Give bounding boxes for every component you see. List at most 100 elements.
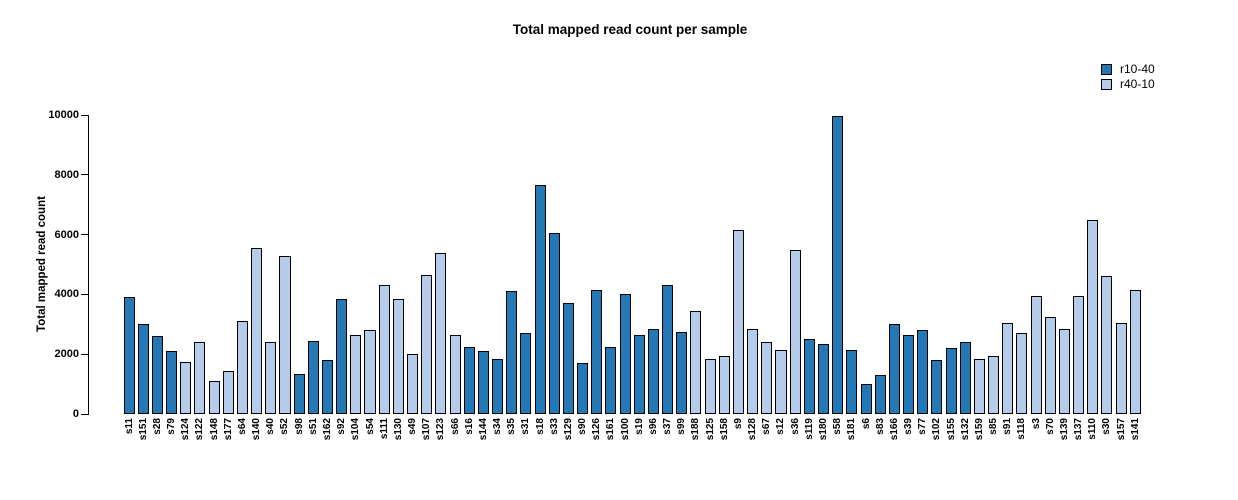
bar-s77 [917, 330, 929, 414]
x-tick-label: s36 [789, 418, 801, 435]
y-axis-line [88, 115, 89, 415]
x-label-slot: s31 [519, 418, 533, 440]
x-label-slot: s28 [150, 418, 164, 440]
x-label-slot: s158 [717, 418, 731, 440]
x-tick-label: s118 [1016, 418, 1028, 440]
x-tick-label: s35 [506, 418, 518, 435]
x-tick-label: s159 [973, 418, 985, 441]
x-label-slot: s122 [193, 418, 207, 440]
x-label-slot: s6 [859, 418, 873, 440]
y-tick-mark [81, 114, 88, 116]
x-tick-label: s137 [1073, 418, 1085, 441]
bar-s122 [194, 342, 206, 414]
bar-s119 [803, 339, 815, 414]
bar-slot [235, 115, 249, 414]
y-tick-mark [81, 174, 88, 176]
bar-slot [278, 115, 292, 414]
x-label-slot: s148 [207, 418, 221, 440]
bar-slot [590, 115, 604, 414]
x-tick-label: s52 [279, 418, 291, 435]
bar-slot [944, 115, 958, 414]
x-label-slot: s132 [958, 418, 972, 440]
bar-slot [746, 115, 760, 414]
x-tick-label: s67 [761, 418, 773, 435]
bar-s66 [449, 335, 461, 414]
bar-s9 [732, 230, 744, 414]
bar-s51 [307, 341, 319, 414]
bar-slot [986, 115, 1000, 414]
bar-slot [122, 115, 136, 414]
x-label-slot: s33 [547, 418, 561, 440]
x-label-slot: s64 [235, 418, 249, 440]
bar-s177 [222, 371, 234, 414]
bar-s3 [1030, 296, 1042, 414]
bar-s6 [860, 384, 872, 414]
bar-slot [547, 115, 561, 414]
x-tick-label: s100 [619, 418, 631, 441]
x-label-slot: s125 [703, 418, 717, 440]
bar-slot [448, 115, 462, 414]
bar-slot [462, 115, 476, 414]
x-label-slot: s111 [377, 418, 391, 440]
x-tick-label: s166 [888, 418, 900, 441]
bar-slot [306, 115, 320, 414]
bar-slot [731, 115, 745, 414]
bar-slot [618, 115, 632, 414]
x-tick-label: s98 [293, 418, 305, 435]
bar-slot [1128, 115, 1142, 414]
x-tick-label: s58 [832, 418, 844, 435]
bar-slot [604, 115, 618, 414]
x-label-slot: s70 [1043, 418, 1057, 440]
bar-s83 [874, 375, 886, 414]
bar-slot [519, 115, 533, 414]
x-tick-label: s66 [449, 418, 461, 435]
x-tick-label: s77 [917, 418, 929, 435]
bar-slot [377, 115, 391, 414]
x-label-slot: s123 [434, 418, 448, 440]
bar-s90 [577, 363, 589, 414]
bar-slot [972, 115, 986, 414]
x-tick-label: s180 [818, 418, 829, 441]
bar-slot [632, 115, 646, 414]
x-label-slot: s129 [561, 418, 575, 440]
x-label-slot: s77 [916, 418, 930, 440]
bar-s64 [236, 321, 248, 414]
x-label-slot: s155 [944, 418, 958, 440]
x-label-slot: s139 [1057, 418, 1071, 440]
chart-title: Total mapped read count per sample [512, 22, 748, 37]
y-tick-label: 2000 [54, 348, 79, 361]
x-tick-label: s151 [137, 418, 149, 441]
x-label-slot: s91 [1001, 418, 1015, 440]
bar-s124 [180, 362, 192, 414]
x-label-slot: s16 [462, 418, 476, 440]
y-tick-mark [81, 234, 88, 236]
bar-slot [646, 115, 660, 414]
x-tick-label: s144 [477, 418, 489, 441]
bar-slot [845, 115, 859, 414]
x-label-slot: s130 [391, 418, 405, 440]
x-tick-label: s141 [1129, 418, 1141, 441]
x-tick-label: s3 [1030, 418, 1042, 430]
x-label-slot: s90 [576, 418, 590, 440]
x-tick-label: s11 [123, 418, 135, 435]
bar-slot [179, 115, 193, 414]
x-label-slot: s58 [831, 418, 845, 440]
x-tick-label: s123 [435, 418, 447, 441]
bar-s99 [676, 332, 688, 414]
x-tick-label: s102 [931, 418, 943, 441]
x-tick-label: s157 [1115, 418, 1127, 441]
bar-s96 [647, 329, 659, 414]
bar-s158 [718, 356, 730, 414]
x-label-slot: s12 [774, 418, 788, 440]
x-label-slot: s161 [604, 418, 618, 440]
x-tick-label: s12 [775, 418, 787, 435]
y-tick-label: 10000 [48, 109, 79, 121]
bar-s118 [1016, 333, 1028, 414]
bar-slot [363, 115, 377, 414]
bar-slot [689, 115, 703, 414]
bar-slot [561, 115, 575, 414]
bar-slot [250, 115, 264, 414]
x-label-slot: s9 [731, 418, 745, 440]
bar-s180 [817, 344, 830, 414]
bar-slot [675, 115, 689, 414]
